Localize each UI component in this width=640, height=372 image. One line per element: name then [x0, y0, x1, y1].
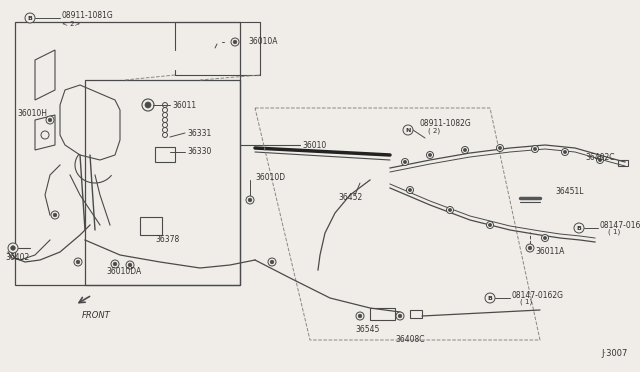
Circle shape [531, 145, 538, 153]
Circle shape [426, 151, 433, 158]
Text: 36010DA: 36010DA [106, 267, 141, 276]
Text: 36452: 36452 [338, 193, 362, 202]
Circle shape [51, 211, 59, 219]
Circle shape [447, 206, 454, 214]
Text: 08147-0162G: 08147-0162G [600, 221, 640, 230]
Text: ( 2): ( 2) [428, 128, 440, 134]
Circle shape [528, 246, 532, 250]
Circle shape [126, 261, 134, 269]
Text: < 2>: < 2> [62, 21, 81, 27]
Circle shape [113, 262, 117, 266]
Text: 36378: 36378 [155, 235, 179, 244]
Circle shape [358, 314, 362, 318]
Circle shape [270, 260, 274, 264]
Circle shape [463, 148, 467, 151]
Text: B: B [28, 16, 33, 20]
Text: 36010: 36010 [302, 141, 326, 150]
Text: 36408C: 36408C [395, 336, 424, 344]
Text: 36451L: 36451L [555, 187, 584, 196]
Text: 36011: 36011 [172, 100, 196, 109]
Circle shape [561, 148, 568, 155]
Circle shape [403, 125, 413, 135]
Bar [15, 22, 240, 285]
Circle shape [598, 158, 602, 161]
Circle shape [231, 38, 239, 46]
Bar [410, 310, 422, 318]
Bar [618, 160, 628, 166]
Circle shape [488, 224, 492, 227]
Text: B: B [488, 295, 492, 301]
Text: FRONT: FRONT [82, 311, 111, 320]
Circle shape [563, 150, 566, 154]
Circle shape [403, 160, 406, 164]
Text: ( 1): ( 1) [608, 229, 620, 235]
Circle shape [408, 189, 412, 192]
Circle shape [128, 263, 132, 267]
Circle shape [596, 157, 604, 164]
Circle shape [145, 102, 151, 108]
Circle shape [486, 221, 493, 228]
Circle shape [356, 312, 364, 320]
Circle shape [76, 260, 80, 264]
Circle shape [53, 213, 57, 217]
Text: ( 1): ( 1) [520, 299, 532, 305]
Text: 36330: 36330 [187, 148, 211, 157]
Circle shape [248, 198, 252, 202]
Text: B: B [577, 225, 581, 231]
Bar [140, 217, 162, 235]
Text: 36011A: 36011A [535, 247, 564, 257]
Circle shape [497, 144, 504, 151]
Circle shape [499, 147, 502, 150]
Text: 08911-1082G: 08911-1082G [420, 119, 472, 128]
Text: 36402C: 36402C [586, 154, 615, 163]
Circle shape [461, 147, 468, 154]
Text: 36010H: 36010H [17, 109, 47, 118]
Bar [85, 80, 240, 285]
Circle shape [246, 196, 254, 204]
Circle shape [11, 246, 15, 250]
Text: 36331: 36331 [187, 128, 211, 138]
Bar [370, 308, 395, 320]
Circle shape [401, 158, 408, 166]
Text: J·3007: J·3007 [602, 349, 628, 358]
Circle shape [428, 153, 431, 157]
Circle shape [25, 13, 35, 23]
Circle shape [46, 116, 54, 124]
Circle shape [574, 223, 584, 233]
Circle shape [8, 243, 18, 253]
Circle shape [541, 234, 548, 241]
Circle shape [268, 258, 276, 266]
Bar [155, 147, 175, 162]
Circle shape [485, 293, 495, 303]
Circle shape [398, 314, 402, 318]
Text: 36010A: 36010A [248, 38, 278, 46]
Circle shape [48, 118, 52, 122]
Circle shape [406, 186, 413, 193]
Circle shape [111, 260, 119, 268]
Text: 36010D: 36010D [255, 173, 285, 183]
Text: 36402: 36402 [5, 253, 29, 263]
Circle shape [233, 40, 237, 44]
Circle shape [543, 237, 547, 240]
Text: 36545: 36545 [355, 326, 380, 334]
Circle shape [533, 147, 536, 151]
Circle shape [396, 312, 404, 320]
Text: 08911-1081G: 08911-1081G [62, 12, 114, 20]
Circle shape [526, 244, 534, 252]
Circle shape [449, 208, 452, 212]
Text: 08147-0162G: 08147-0162G [512, 291, 564, 299]
Circle shape [74, 258, 82, 266]
Text: N: N [405, 128, 411, 132]
